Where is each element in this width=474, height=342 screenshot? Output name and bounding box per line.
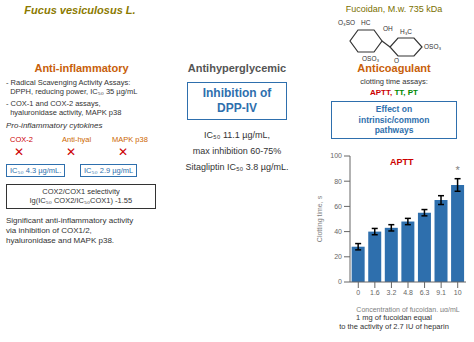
html-text:Significant anti-inflammatory: Significant anti-inflammatory activity v… [6,216,134,245]
html-text:- Radical Scavenging Activity: - Radical Scavenging Activity Assays: DP… [6,78,138,97]
svg-text:OSO₃: OSO₃ [424,43,441,50]
svg-text:10: 10 [454,289,462,296]
html-text:APTT, TT, PT: APTT, TT, PT [370,88,418,97]
html-text:APTT: APTT [390,157,414,167]
svg-text:O₃SO: O₃SO [338,19,355,26]
html-text:Fucus vesiculosus L.: Fucus vesiculosus L. [24,4,136,16]
svg-text:OSO₃: OSO₃ [362,55,379,62]
svg-text:60: 60 [334,203,342,210]
svg-text:Concentration of fucoidan, µg/: Concentration of fucoidan, µg/mL [356,306,459,312]
svg-text:9.1: 9.1 [436,289,446,296]
html-text:Inhibition of DPP-IV: Inhibition of DPP-IV [202,86,272,115]
svg-text:6.3: 6.3 [420,289,430,296]
html-text:Anticoagulant: Anticoagulant [357,62,431,74]
svg-text:20: 20 [334,253,342,260]
html-text:- COX-1 and COX-2 assays, hyal: - COX-1 and COX-2 assays, hyaluronidase … [6,99,122,118]
svg-text:0: 0 [338,278,342,285]
svg-text:Clotting time, s: Clotting time, s [316,195,324,242]
html-text:Anti-inflammatory: Anti-inflammatory [34,62,129,74]
svg-text:H₃C: H₃C [400,28,412,35]
svg-text:0: 0 [356,289,360,296]
html-text:COX2/COX1 selectivity lg(IC₅₀: COX2/COX1 selectivity lg(IC₅₀ COX2/IC₅₀C… [29,187,133,206]
svg-text:1.6: 1.6 [370,289,380,296]
html-text:Effect on intrinsic/common pat: Effect on intrinsic/common pathways [358,104,430,136]
svg-text:100: 100 [330,152,342,159]
html-text:Anti-hyal: Anti-hyal [62,135,92,144]
html-text:1 mg of fucoidan equal to the: 1 mg of fucoidan equal to the activity o… [339,313,449,332]
svg-text:HC: HC [361,19,371,26]
svg-text:*: * [456,164,461,176]
html-text:COX-2: COX-2 [10,135,33,144]
svg-text:80: 80 [334,178,342,185]
html-text:MAPK p38: MAPK p38 [112,135,148,144]
svg-text:O: O [394,57,400,64]
html-text:IC₅₀ 11.1 µg/mL,: IC₅₀ 11.1 µg/mL, [204,130,270,140]
svg-text:3.2: 3.2 [387,289,397,296]
svg-text:OH: OH [383,25,393,32]
svg-text:40: 40 [334,228,342,235]
html-text:Antihyperglycemic: Antihyperglycemic [187,62,287,74]
html-text:max inhibition 60-75%: max inhibition 60-75% [192,146,282,156]
svg-text:4.8: 4.8 [403,289,413,296]
html-text:IC₅₀ 4.3 µg/mL.: IC₅₀ 4.3 µg/mL. [10,166,62,175]
html-text:Sitagliptin IC₅₀ 3.8 µg/mL.: Sitagliptin IC₅₀ 3.8 µg/mL. [185,162,289,172]
html-text:IC₅₀ 2.9 µg/mL: IC₅₀ 2.9 µg/mL [84,166,134,175]
html-text:clotting time assays:: clotting time assays: [360,77,428,86]
html-text:Fucoidan, M.w. 735 kDa: Fucoidan, M.w. 735 kDa [345,4,443,14]
html-text:Pro-inflammatory cytokines: Pro-inflammatory cytokines [6,121,103,130]
